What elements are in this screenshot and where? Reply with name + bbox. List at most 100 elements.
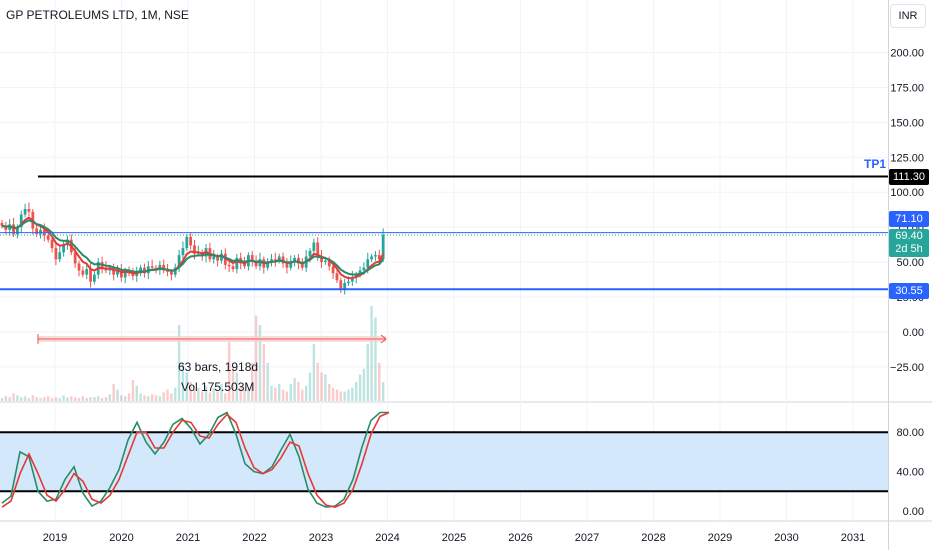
candle-body <box>343 283 347 289</box>
volume-bar <box>70 396 73 401</box>
volume-bar <box>31 395 34 401</box>
volume-bar <box>289 383 292 401</box>
price-tick-label: 100.00 <box>890 187 924 199</box>
volume-bar <box>124 396 127 401</box>
volume-bar <box>39 398 42 401</box>
volume-bar <box>174 387 177 401</box>
volume-bar <box>20 397 23 401</box>
volume-bar <box>324 374 327 401</box>
volume-bar <box>58 398 61 401</box>
price-tick-label: 150.00 <box>890 117 924 129</box>
volume-bar <box>77 398 81 401</box>
candle-body <box>58 252 62 260</box>
time-tick-label: 2025 <box>442 532 466 544</box>
volume-bar <box>120 395 123 401</box>
volume-bar <box>320 372 323 401</box>
price-tick-label: 200.00 <box>890 48 924 60</box>
candle-body <box>270 259 273 263</box>
candle-body <box>227 264 231 267</box>
candle-body <box>320 256 323 263</box>
candle-body <box>177 255 181 268</box>
currency-button[interactable]: INR <box>890 4 926 28</box>
time-tick-label: 2031 <box>841 532 865 544</box>
tp1-label: TP1 <box>864 157 887 171</box>
candle-body <box>327 260 331 267</box>
volume-bar <box>193 389 196 401</box>
time-tick-label: 2019 <box>43 532 67 544</box>
volume-bar <box>201 391 204 401</box>
time-tick-label: 2028 <box>641 532 665 544</box>
measure-range-arrow <box>380 334 387 344</box>
volume-bar <box>297 382 300 401</box>
candle-body <box>16 227 19 235</box>
volume-bar <box>381 382 385 401</box>
volume-bar <box>8 397 11 401</box>
volume-bar <box>131 380 135 401</box>
candle-body <box>362 267 366 271</box>
candle-body <box>277 256 281 261</box>
candle-body <box>339 280 343 289</box>
time-tick-label: 2022 <box>242 532 266 544</box>
volume-bar <box>0 398 4 401</box>
candle-body <box>66 239 69 244</box>
candle-body <box>258 259 262 267</box>
volume-bar <box>266 363 269 401</box>
candle-body <box>23 208 27 215</box>
volume-bar <box>89 397 92 401</box>
volume-bar <box>216 391 219 401</box>
volume-bar <box>66 397 69 401</box>
time-tick-label: 2023 <box>309 532 333 544</box>
volume-bar <box>27 398 31 401</box>
volume-bar <box>370 306 373 401</box>
volume-bar <box>374 317 377 401</box>
oscillator-d-line <box>1 411 390 508</box>
time-tick-label: 2020 <box>109 532 133 544</box>
last-price-value: 69.40 <box>895 230 923 242</box>
candle-body <box>93 274 96 282</box>
candle-body <box>347 281 350 284</box>
candle-body <box>85 269 89 275</box>
candle-body <box>89 269 92 282</box>
volume-bar <box>331 387 335 401</box>
candle-body <box>131 273 135 277</box>
volume-bar <box>189 382 192 401</box>
volume-bar <box>177 325 181 401</box>
volume-bar <box>35 397 38 401</box>
oscillator-k-line <box>1 411 389 508</box>
candle-body <box>81 270 85 275</box>
volume-bar <box>4 396 8 401</box>
candle-body <box>293 257 296 263</box>
oscillator-tick-label: 0.00 <box>903 506 924 518</box>
volume-bar <box>251 363 254 401</box>
candle-body <box>243 263 246 267</box>
candle-body <box>39 229 42 235</box>
candle-body <box>289 262 293 268</box>
volume-bar <box>158 396 162 401</box>
candle-body <box>254 260 258 267</box>
candle-body <box>370 256 373 260</box>
candle-body <box>312 242 316 251</box>
volume-bar <box>116 389 119 401</box>
volume-bar <box>112 383 115 401</box>
candle-body <box>216 256 219 261</box>
candle-body <box>123 270 127 278</box>
oscillator-tick-label: 80.00 <box>896 427 924 439</box>
candle-body <box>350 277 354 282</box>
candle-body <box>273 259 277 261</box>
volume-bar <box>362 368 366 401</box>
volume-bar <box>270 385 273 401</box>
volume-bar <box>23 396 27 401</box>
oscillator-band <box>0 432 888 492</box>
volume-bar <box>274 387 277 401</box>
volume-bar <box>47 396 50 401</box>
candle-body <box>300 263 304 268</box>
candle-body <box>377 255 381 260</box>
volume-bar <box>235 372 239 401</box>
candle-body <box>46 235 50 240</box>
time-tick-label: 2021 <box>176 532 200 544</box>
price-tick-label: 125.00 <box>890 152 924 164</box>
candle-body <box>231 266 235 270</box>
measure-volume-label: Vol 175.503M <box>181 380 255 394</box>
volume-bar <box>224 393 227 401</box>
